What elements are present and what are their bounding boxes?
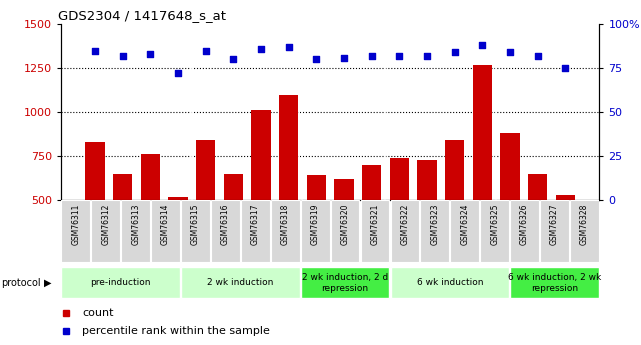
- FancyBboxPatch shape: [451, 200, 479, 262]
- FancyBboxPatch shape: [151, 200, 180, 262]
- Bar: [334, 179, 354, 288]
- Bar: [196, 140, 215, 288]
- FancyBboxPatch shape: [570, 200, 599, 262]
- Text: GSM76328: GSM76328: [580, 203, 589, 245]
- Point: [560, 66, 570, 71]
- Text: GSM76327: GSM76327: [550, 203, 559, 245]
- Text: GSM76316: GSM76316: [221, 203, 230, 245]
- FancyBboxPatch shape: [540, 200, 569, 262]
- Text: count: count: [83, 308, 114, 318]
- Bar: [113, 174, 133, 288]
- Text: GSM76313: GSM76313: [131, 203, 140, 245]
- Bar: [472, 65, 492, 288]
- Bar: [251, 110, 271, 288]
- Bar: [306, 176, 326, 288]
- Text: GSM76320: GSM76320: [340, 203, 349, 245]
- Text: 6 wk induction, 2 wk
repression: 6 wk induction, 2 wk repression: [508, 273, 601, 293]
- Point: [533, 53, 543, 59]
- Text: GSM76315: GSM76315: [191, 203, 200, 245]
- Text: GSM76314: GSM76314: [161, 203, 170, 245]
- Point: [283, 44, 294, 50]
- Bar: [169, 197, 188, 288]
- Text: GSM76311: GSM76311: [71, 203, 80, 245]
- Point: [173, 71, 183, 76]
- Point: [339, 55, 349, 60]
- Point: [201, 48, 211, 53]
- Text: GSM76312: GSM76312: [101, 203, 110, 245]
- Bar: [224, 174, 243, 288]
- Text: GSM76319: GSM76319: [311, 203, 320, 245]
- Text: pre-induction: pre-induction: [90, 278, 151, 287]
- FancyBboxPatch shape: [301, 200, 329, 262]
- Bar: [85, 142, 104, 288]
- Point: [256, 46, 266, 51]
- Point: [504, 50, 515, 55]
- Bar: [390, 158, 409, 288]
- Text: GSM76323: GSM76323: [430, 203, 439, 245]
- Text: GSM76321: GSM76321: [370, 203, 379, 245]
- Text: GSM76318: GSM76318: [281, 203, 290, 245]
- Bar: [362, 165, 381, 288]
- Point: [422, 53, 432, 59]
- Bar: [528, 174, 547, 288]
- Text: percentile rank within the sample: percentile rank within the sample: [83, 326, 271, 335]
- FancyBboxPatch shape: [390, 267, 509, 298]
- FancyBboxPatch shape: [390, 200, 419, 262]
- Point: [367, 53, 377, 59]
- Point: [117, 53, 128, 59]
- FancyBboxPatch shape: [510, 267, 599, 298]
- FancyBboxPatch shape: [181, 200, 210, 262]
- Point: [449, 50, 460, 55]
- Text: 2 wk induction, 2 d
repression: 2 wk induction, 2 d repression: [302, 273, 388, 293]
- Bar: [556, 195, 575, 288]
- Text: GSM76324: GSM76324: [460, 203, 469, 245]
- FancyBboxPatch shape: [62, 267, 180, 298]
- Text: GSM76326: GSM76326: [520, 203, 529, 245]
- FancyBboxPatch shape: [331, 200, 360, 262]
- Bar: [279, 95, 298, 288]
- FancyBboxPatch shape: [62, 200, 90, 262]
- Bar: [417, 160, 437, 288]
- FancyBboxPatch shape: [510, 200, 539, 262]
- Point: [477, 42, 487, 48]
- Text: GSM76322: GSM76322: [401, 203, 410, 245]
- Text: GSM76317: GSM76317: [251, 203, 260, 245]
- Text: ▶: ▶: [44, 278, 51, 288]
- FancyBboxPatch shape: [301, 267, 389, 298]
- Text: 6 wk induction: 6 wk induction: [417, 278, 483, 287]
- FancyBboxPatch shape: [271, 200, 299, 262]
- FancyBboxPatch shape: [181, 267, 299, 298]
- Text: GDS2304 / 1417648_s_at: GDS2304 / 1417648_s_at: [58, 9, 226, 22]
- FancyBboxPatch shape: [211, 200, 240, 262]
- Bar: [445, 140, 464, 288]
- Point: [90, 48, 100, 53]
- FancyBboxPatch shape: [420, 200, 449, 262]
- Bar: [140, 154, 160, 288]
- Bar: [500, 133, 520, 288]
- FancyBboxPatch shape: [92, 200, 120, 262]
- FancyBboxPatch shape: [361, 200, 389, 262]
- Text: protocol: protocol: [1, 278, 40, 288]
- Point: [228, 57, 238, 62]
- Point: [311, 57, 321, 62]
- FancyBboxPatch shape: [480, 200, 509, 262]
- Point: [146, 51, 156, 57]
- Text: GSM76325: GSM76325: [490, 203, 499, 245]
- FancyBboxPatch shape: [121, 200, 150, 262]
- Point: [394, 53, 404, 59]
- Text: 2 wk induction: 2 wk induction: [207, 278, 274, 287]
- FancyBboxPatch shape: [241, 200, 270, 262]
